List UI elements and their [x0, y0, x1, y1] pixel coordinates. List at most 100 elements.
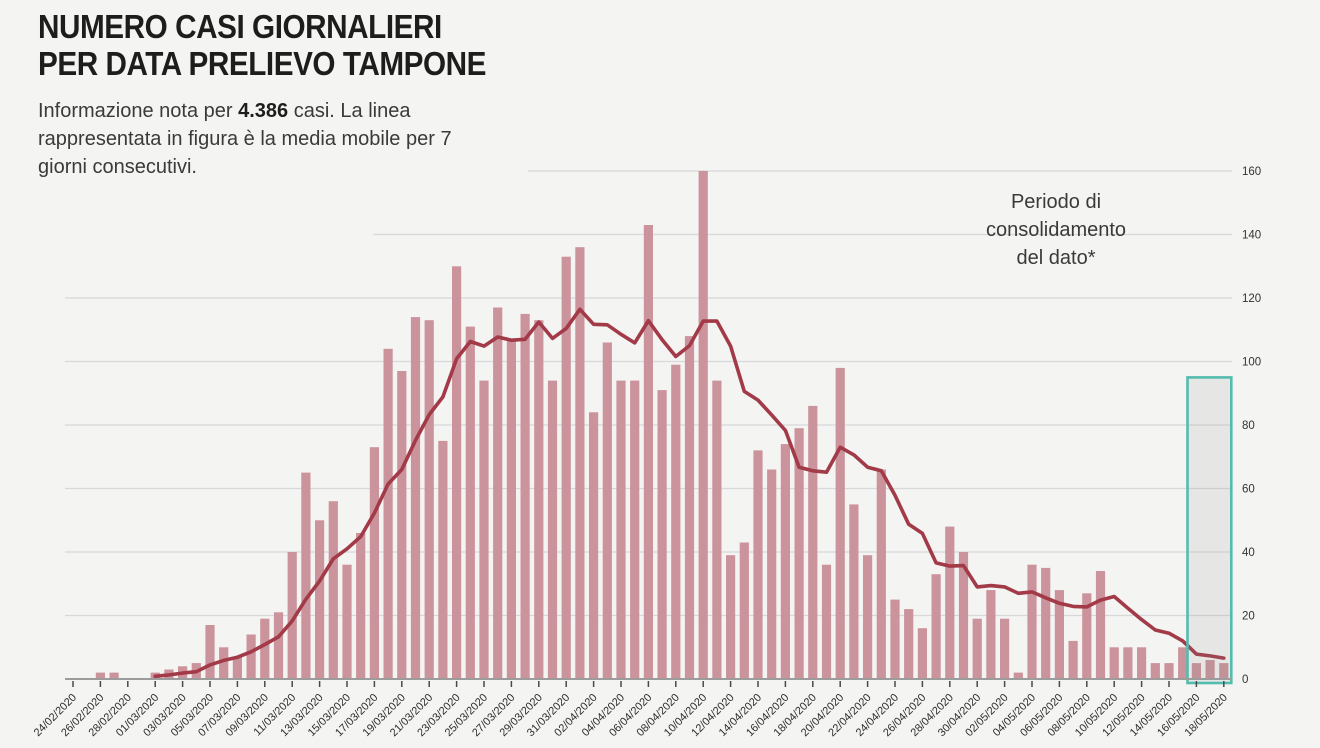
bar-16/05/2020 — [1191, 663, 1201, 679]
bar-30/04/2020 — [972, 618, 982, 679]
y-label-0: 0 — [1242, 674, 1248, 686]
bar-26/03/2020 — [493, 307, 503, 679]
bar-19/04/2020 — [821, 564, 832, 679]
bar-22/04/2020 — [863, 555, 873, 679]
known-cases-count: 4.386 — [238, 100, 289, 122]
bar-17/03/2020 — [369, 447, 379, 679]
bar-13/05/2020 — [1150, 663, 1160, 679]
bar-27/02/2020 — [109, 672, 119, 679]
bar-05/03/2020 — [205, 625, 215, 679]
bar-05/05/2020 — [1041, 567, 1051, 679]
bar-06/03/2020 — [219, 647, 229, 680]
page-title: NUMERO CASI GIORNALIERI PER DATA PRELIEV… — [38, 8, 536, 82]
consolidation-period-box — [1186, 376, 1233, 685]
bar-17/05/2020 — [1205, 660, 1215, 679]
consolidation-annotation-line2: consolidamento — [985, 219, 1127, 241]
bar-12/03/2020 — [301, 472, 311, 679]
bar-24/04/2020 — [890, 599, 900, 679]
bar-12/05/2020 — [1137, 647, 1147, 680]
bar-20/03/2020 — [410, 317, 421, 679]
bar-10/05/2020 — [1109, 647, 1119, 680]
bar-02/05/2020 — [1000, 618, 1010, 679]
bar-29/03/2020 — [534, 320, 544, 679]
bar-05/04/2020 — [630, 380, 640, 679]
bar-13/04/2020 — [739, 542, 749, 679]
bar-31/03/2020 — [561, 256, 571, 679]
bar-18/05/2020 — [1219, 663, 1229, 679]
y-label-100: 100 — [1242, 357, 1261, 369]
bar-28/04/2020 — [945, 526, 955, 679]
y-label-140: 140 — [1242, 230, 1261, 242]
bar-14/04/2020 — [753, 450, 763, 679]
y-label-20: 20 — [1242, 611, 1255, 623]
bar-15/05/2020 — [1178, 647, 1188, 680]
bar-06/05/2020 — [1054, 590, 1064, 679]
bar-11/04/2020 — [712, 380, 722, 679]
page-title-line1: NUMERO CASI GIORNALIERI — [38, 8, 442, 45]
bar-15/04/2020 — [767, 469, 777, 679]
bar-18/03/2020 — [383, 348, 393, 679]
bar-20/04/2020 — [835, 367, 845, 679]
consolidation-annotation: Periodo di consolidamento del dato* — [938, 188, 1174, 272]
bar-18/04/2020 — [808, 405, 818, 679]
y-label-160: 160 — [1242, 166, 1261, 178]
bar-09/03/2020 — [260, 618, 270, 679]
subtitle-line1: Informazione nota per 4.386 casi. La lin… — [38, 97, 452, 125]
subtitle-line3: giorni consecutivi. — [38, 156, 197, 178]
bar-12/04/2020 — [726, 555, 736, 679]
consolidation-annotation-line3: del dato* — [1016, 247, 1096, 269]
bar-10/03/2020 — [273, 612, 284, 679]
bar-27/04/2020 — [931, 574, 941, 679]
bar-24/03/2020 — [465, 326, 475, 679]
bar-02/04/2020 — [589, 412, 599, 679]
y-label-120: 120 — [1242, 293, 1261, 305]
bar-08/04/2020 — [671, 364, 681, 679]
subtitle-line2: rappresentata in figura è la media mobil… — [38, 128, 452, 150]
bar-22/03/2020 — [438, 440, 448, 679]
bar-04/05/2020 — [1027, 564, 1037, 679]
bar-19/03/2020 — [397, 371, 407, 679]
bar-03/04/2020 — [602, 342, 612, 679]
bar-04/04/2020 — [616, 380, 626, 679]
bar-07/03/2020 — [232, 656, 242, 679]
bar-30/03/2020 — [547, 380, 558, 679]
y-label-60: 60 — [1242, 484, 1255, 496]
moving-average-line — [153, 307, 1226, 679]
bar-13/03/2020 — [315, 520, 325, 680]
bar-17/04/2020 — [794, 428, 804, 679]
bar-29/04/2020 — [958, 552, 969, 679]
bar-27/03/2020 — [506, 339, 516, 679]
subtitle-prefix: Informazione nota per — [38, 100, 239, 122]
bar-21/04/2020 — [849, 504, 859, 679]
bar-01/05/2020 — [986, 590, 996, 679]
bar-21/03/2020 — [424, 320, 434, 679]
bar-11/05/2020 — [1123, 647, 1133, 680]
y-label-40: 40 — [1242, 547, 1255, 559]
bar-16/04/2020 — [780, 444, 790, 679]
bar-28/03/2020 — [520, 313, 530, 679]
bar-14/05/2020 — [1164, 663, 1174, 679]
bar-26/04/2020 — [917, 628, 927, 679]
bar-14/03/2020 — [328, 501, 338, 679]
chart-subtitle: Informazione nota per 4.386 casi. La lin… — [38, 97, 452, 181]
bar-26/02/2020 — [95, 672, 105, 679]
bar-01/04/2020 — [575, 247, 585, 679]
bar-23/03/2020 — [452, 266, 462, 680]
bar-08/05/2020 — [1082, 593, 1092, 679]
bar-09/04/2020 — [684, 336, 695, 679]
bar-03/05/2020 — [1013, 672, 1023, 679]
page-title-line2: PER DATA PRELIEVO TAMPONE — [38, 45, 487, 82]
subtitle-line1-suffix: casi. La linea — [288, 100, 411, 122]
bar-16/03/2020 — [356, 533, 366, 679]
consolidation-annotation-line1: Periodo di — [1010, 191, 1102, 213]
bar-10/04/2020 — [698, 171, 708, 679]
bar-07/04/2020 — [657, 390, 667, 679]
y-label-80: 80 — [1242, 420, 1255, 432]
bar-09/05/2020 — [1095, 571, 1106, 679]
bar-25/03/2020 — [479, 380, 489, 679]
bar-15/03/2020 — [342, 564, 352, 679]
bar-07/05/2020 — [1068, 640, 1078, 679]
bar-23/04/2020 — [876, 469, 886, 679]
